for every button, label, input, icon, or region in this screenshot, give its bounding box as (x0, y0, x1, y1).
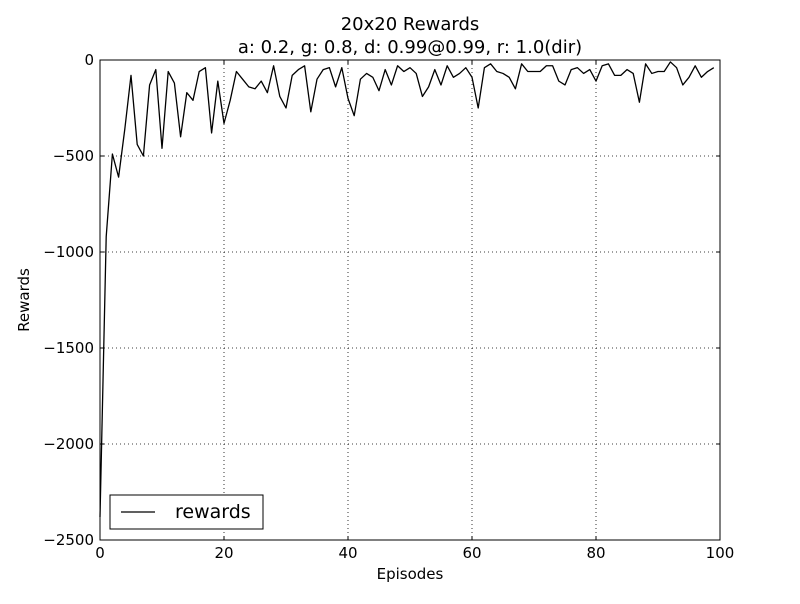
x-tick-label: 80 (586, 544, 605, 562)
y-tick-label: −1000 (43, 243, 94, 261)
legend-label: rewards (175, 501, 251, 523)
y-tick-label: −1500 (43, 339, 94, 357)
y-tick-label: 0 (84, 51, 94, 69)
y-tick-label: −500 (53, 147, 94, 165)
chart-title: 20x20 Rewards (341, 14, 480, 35)
x-tick-label: 20 (214, 544, 233, 562)
ticks: 0 20 40 60 80 100 0 −500 −1000 −1500 −2000 −2500 (43, 51, 734, 562)
x-tick-label: 0 (95, 544, 105, 562)
y-tick-label: −2500 (43, 531, 94, 549)
series-layer (99, 61, 715, 517)
grid (100, 60, 720, 540)
series-line-rewards (99, 61, 715, 517)
y-axis-label: Rewards (15, 268, 33, 332)
x-tick-label: 60 (462, 544, 481, 562)
chart-subtitle: a: 0.2, g: 0.8, d: 0.99@0.99, r: 1.0(dir… (238, 37, 582, 58)
plot-frame (99, 59, 721, 541)
x-axis-label: Episodes (377, 565, 444, 583)
x-tick-label: 100 (706, 544, 735, 562)
y-tick-label: −2000 (43, 435, 94, 453)
x-tick-label: 40 (338, 544, 357, 562)
legend: rewards (109, 494, 264, 530)
